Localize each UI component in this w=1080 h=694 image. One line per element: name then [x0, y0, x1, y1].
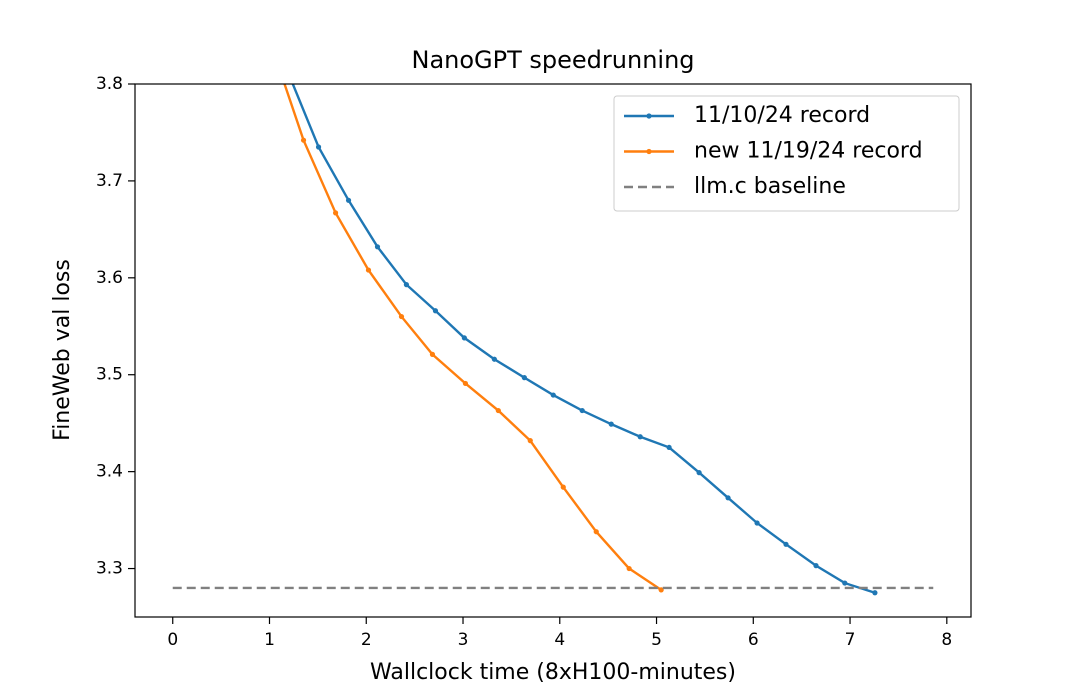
y-tick-label: 3.5	[96, 365, 123, 385]
point	[403, 282, 410, 288]
legend-marker	[646, 113, 652, 119]
chart-title: NanoGPT speedrunning	[411, 46, 694, 74]
x-tick-label: 3	[458, 630, 469, 650]
x-axis-label: Wallclock time (8xH100-minutes)	[370, 660, 736, 685]
point	[696, 470, 702, 476]
point	[398, 313, 405, 320]
plot-frame	[134, 83, 972, 618]
x-tick-label: 1	[264, 630, 275, 650]
point	[345, 197, 352, 203]
x-tick-label: 2	[361, 630, 372, 650]
legend-label: 11/10/24 record	[694, 103, 870, 128]
x-tick-label: 0	[167, 630, 178, 650]
point	[495, 407, 501, 414]
legend: 11/10/24 record new 11/19/24 record llm.c …	[613, 95, 960, 212]
point	[521, 375, 527, 381]
point	[813, 563, 819, 569]
series-line	[283, 84, 662, 591]
point	[550, 392, 556, 398]
point	[658, 587, 664, 593]
x-tick-label: 8	[941, 630, 952, 650]
point	[461, 335, 467, 341]
point	[429, 351, 436, 357]
point	[626, 565, 632, 572]
point	[783, 541, 789, 547]
y-tick-label: 3.3	[96, 559, 123, 579]
point	[365, 267, 372, 273]
point	[725, 495, 731, 501]
x-tick-label: 6	[748, 630, 759, 650]
point	[637, 434, 643, 440]
point	[872, 590, 878, 596]
y-tick-label: 3.4	[96, 462, 123, 482]
point	[560, 484, 566, 490]
legend-box	[613, 95, 960, 212]
point	[491, 356, 497, 362]
point	[462, 380, 469, 387]
point	[593, 529, 599, 535]
plot-area	[172, 43, 934, 596]
x-tick-label: 7	[845, 630, 856, 650]
point	[269, 43, 274, 48]
point	[754, 520, 760, 526]
point	[300, 137, 307, 143]
y-axis-label: FineWeb val loss	[50, 259, 75, 441]
y-tick-label: 3.7	[96, 171, 123, 191]
point	[842, 580, 848, 586]
point	[527, 438, 533, 444]
point	[332, 210, 339, 216]
legend-marker	[646, 148, 652, 155]
point	[608, 421, 614, 427]
point	[315, 144, 322, 150]
point	[432, 308, 439, 314]
y-tick-label: 3.8	[96, 74, 123, 94]
legend-label: llm.c baseline	[694, 174, 846, 199]
y-tick-label: 3.6	[96, 268, 123, 288]
point	[579, 407, 585, 414]
point	[374, 244, 381, 250]
x-tick-label: 5	[651, 630, 662, 650]
point	[666, 444, 672, 451]
point	[286, 72, 291, 77]
x-tick-label: 4	[554, 630, 565, 650]
legend-label: new 11/19/24 record	[694, 139, 923, 164]
